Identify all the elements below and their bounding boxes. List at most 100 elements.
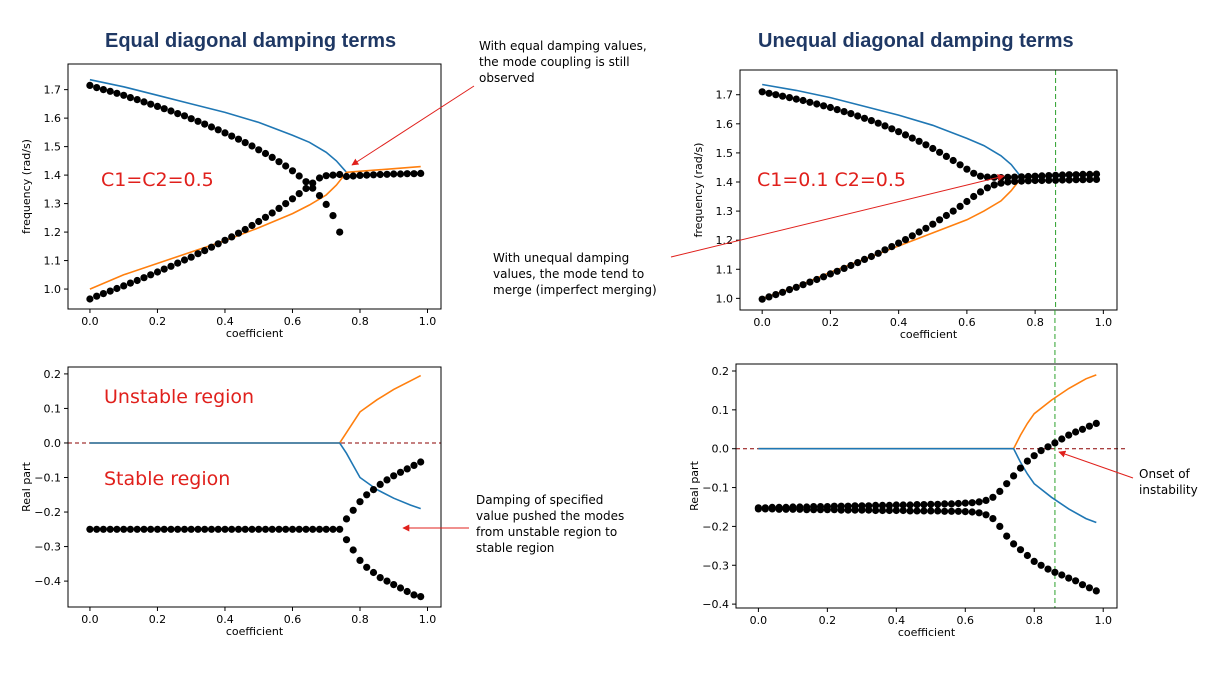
x-tick-label: 0.6 (284, 315, 302, 328)
x-tick-label: 0.2 (822, 316, 840, 329)
y-tick-label: 1.4 (716, 176, 734, 189)
data-point (322, 525, 330, 533)
data-point (872, 501, 880, 509)
data-point (901, 236, 910, 244)
data-point (174, 525, 182, 533)
y-tick-label: −0.2 (702, 520, 729, 533)
annotation-arrows (351, 85, 1134, 532)
x-axis-label: coefficient (226, 327, 284, 340)
data-point (363, 171, 371, 179)
y-tick-label: −0.1 (702, 482, 729, 495)
y-tick-label: 0.0 (44, 437, 62, 450)
chart-freq_unequal: 0.0 0.2 0.4 0.6 0.8 1.0 1.0 1.1 1.2 1.3 1.4 1.5 1.6 1… (692, 69, 1118, 341)
data-point (275, 204, 283, 212)
data-point (1003, 480, 1011, 488)
label-c-equal: C1=C2=0.5 (101, 169, 214, 191)
data-point (1016, 546, 1025, 554)
data-point (799, 281, 807, 289)
data-point (1086, 170, 1094, 178)
data-point (106, 87, 114, 95)
x-tick-label: 0.0 (750, 614, 768, 627)
data-point (961, 508, 969, 516)
data-point (93, 525, 101, 533)
data-point (417, 169, 425, 177)
data-point (1038, 176, 1046, 185)
data-point (754, 505, 763, 513)
data-point (899, 506, 907, 515)
data-point (180, 112, 189, 120)
x-tick-label: 0.0 (753, 316, 771, 329)
data-point (336, 170, 344, 179)
data-point (865, 506, 873, 514)
plot-frame (735, 363, 1118, 609)
data-point (1079, 176, 1087, 184)
data-point (349, 172, 357, 180)
data-point (126, 525, 134, 533)
data-point (167, 262, 175, 270)
data-point (167, 107, 175, 115)
x-tick-label: 1.0 (1094, 614, 1112, 627)
data-point (295, 172, 303, 180)
data-point (947, 500, 956, 508)
data-point (881, 122, 889, 130)
data-point (888, 243, 896, 251)
data-point (908, 232, 916, 240)
data-point (309, 179, 317, 187)
data-point (390, 472, 398, 480)
note-unequal-merge: With unequal damping values, the mode te… (493, 251, 657, 297)
data-point (983, 173, 992, 181)
data-point (976, 172, 985, 180)
data-point (376, 574, 384, 582)
data-point (975, 498, 983, 506)
y-tick-label: 1.0 (716, 292, 734, 305)
data-point (847, 261, 855, 270)
data-point (315, 525, 324, 533)
data-point (874, 249, 882, 257)
data-point (761, 505, 769, 513)
y-tick-label: 1.2 (44, 226, 62, 239)
data-point (133, 96, 141, 104)
data-point (322, 200, 330, 208)
y-tick-label: 1.5 (44, 141, 62, 154)
data-point (153, 525, 162, 533)
data-point (1016, 464, 1025, 472)
data-point (295, 525, 303, 533)
data-point (765, 89, 773, 97)
data-point (830, 506, 838, 514)
plot-frame (739, 69, 1118, 311)
chart-real_equal: 0.0 0.2 0.4 0.6 0.8 1.0 0.2 0.1 0.0 −0.1 −0.2 −0.3 −… (20, 366, 442, 638)
y-tick-label: 1.3 (44, 198, 62, 211)
data-point (826, 270, 835, 278)
data-point (758, 88, 766, 96)
data-point (885, 506, 894, 515)
data-point (908, 134, 916, 142)
y-tick-label: 1.2 (716, 234, 734, 247)
data-point (86, 81, 94, 89)
data-point (275, 158, 283, 166)
data-point (255, 146, 263, 154)
data-point (963, 165, 971, 173)
data-point (1037, 561, 1045, 569)
data-point (228, 233, 236, 241)
data-point (881, 246, 889, 254)
data-point (241, 139, 249, 147)
data-point (113, 525, 121, 533)
data-point (796, 505, 804, 513)
data-point (860, 255, 869, 263)
data-point (187, 525, 195, 533)
chart-freq_equal: 0.0 0.2 0.4 0.6 0.8 1.0 1.0 1.1 1.2 1.3 1.4 1.5 1.6 1… (20, 63, 442, 340)
data-point (99, 525, 107, 533)
data-point (922, 141, 930, 149)
data-point (854, 112, 862, 120)
x-tick-label: 0.4 (216, 315, 234, 328)
data-point (376, 480, 384, 488)
data-point (936, 216, 944, 224)
data-point (878, 501, 887, 509)
x-tick-label: 0.8 (351, 315, 369, 328)
data-point (309, 184, 317, 192)
data-point (1086, 175, 1094, 183)
label-unstable: Unstable region (104, 386, 255, 408)
data-point (147, 525, 155, 533)
data-point (376, 170, 384, 179)
